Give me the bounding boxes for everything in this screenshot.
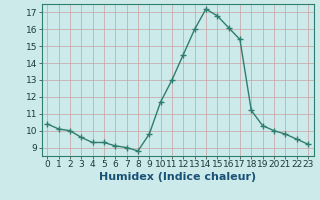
X-axis label: Humidex (Indice chaleur): Humidex (Indice chaleur) <box>99 172 256 182</box>
